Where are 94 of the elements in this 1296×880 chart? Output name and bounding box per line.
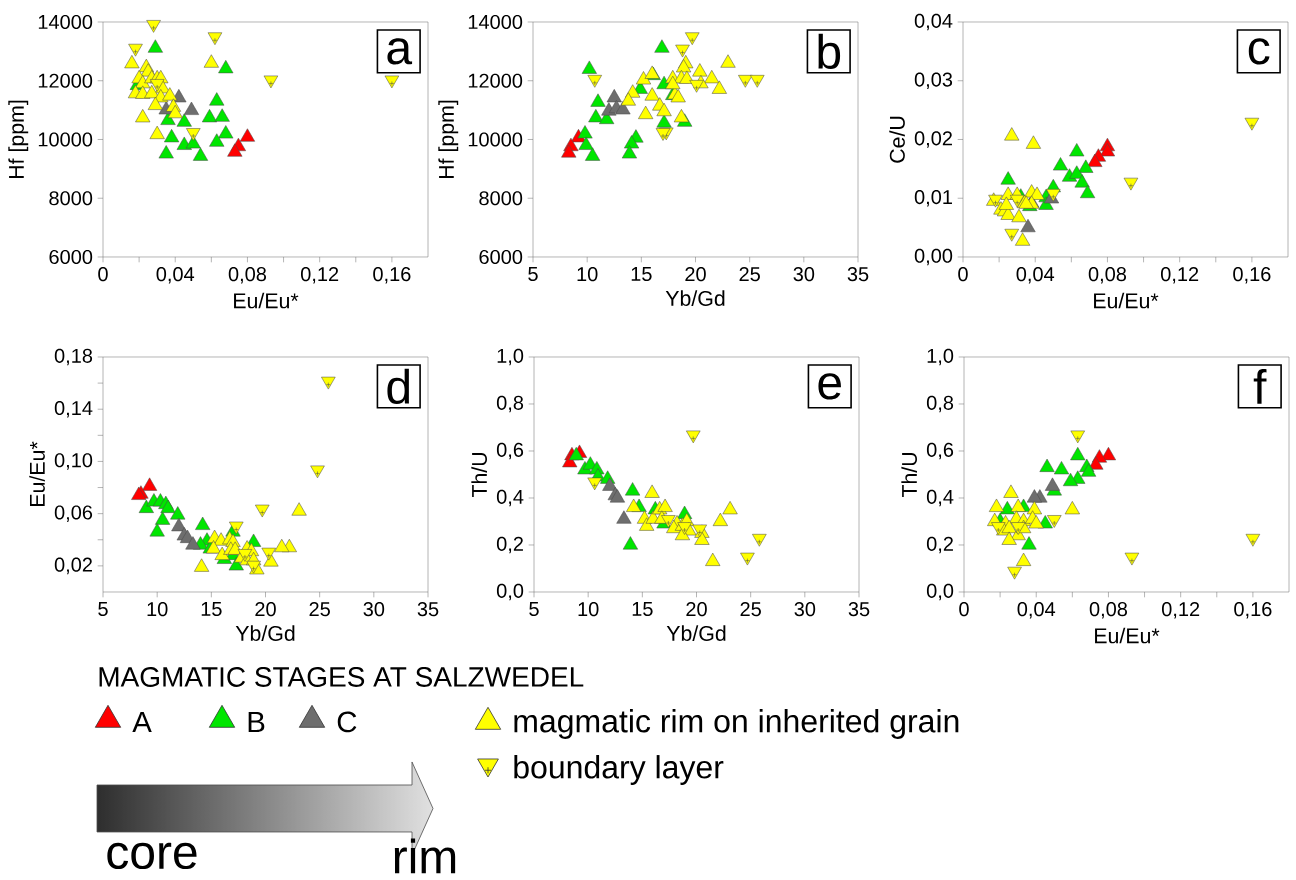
chart-title: f [1253,368,1267,404]
x-axis-title: Yb/Gd [666,625,726,642]
x-tick-label: 0,12 [1160,267,1199,284]
x-tick-label: 0 [959,602,969,617]
x-tick-label: 35 [417,602,439,617]
x-tick-label: 5 [529,602,539,616]
x-tick-label: 15 [631,267,652,281]
y-tick-label: 6000 [49,249,93,265]
x-tick-label: 35 [848,602,870,617]
legend-title: MAGMATIC STAGES AT SALZWEDEL [99,667,584,687]
x-tick-label: 30 [794,602,816,617]
y-tick-label: 0,14 [54,400,93,418]
y-tick-label: 0,10 [54,453,93,470]
y-tick-label: 0,4 [926,489,954,507]
y-tick-label: 6000 [479,249,523,265]
x-tick-label: 10 [577,267,598,282]
y-axis-title: Th/U [901,453,918,498]
y-tick-label: 0,2 [926,536,953,554]
x-tick-label: 30 [793,267,815,282]
y-axis-title: Hf [ppm] [438,100,459,179]
x-tick-label: 0,16 [373,267,411,284]
x-tick-label: 15 [632,602,653,616]
y-tick-label: 0,02 [54,557,92,575]
x-tick-label: 0 [958,267,968,282]
x-tick-label: 25 [739,267,760,282]
y-tick-label: 8000 [479,191,523,206]
y-tick-label: 0,03 [914,72,953,89]
y-tick-label: 0,00 [914,248,953,266]
y-axis-title: Ce/U [889,116,905,163]
x-tick-label: 20 [255,602,276,617]
legend-label: C [337,711,357,733]
text: rim [394,838,456,874]
y-tick-label: 12000 [38,73,93,88]
chart-title: d [387,368,409,404]
y-tick-label: 10000 [38,132,93,147]
x-tick-label: 10 [578,602,599,617]
legend-label: A [132,711,152,733]
y-tick-label: 0,18 [54,348,93,366]
legend-label: B [248,711,265,733]
y-tick-label: 0,06 [54,505,93,522]
x-tick-label: 10 [147,602,168,617]
y-tick-label: 8000 [49,191,93,206]
y-tick-label: 1,0 [497,348,524,366]
y-tick-label: 0,0 [926,583,954,601]
y-tick-label: 0,04 [914,13,953,31]
x-tick-label: 20 [686,602,707,617]
y-tick-label: 0,0 [496,583,524,601]
x-tick-label: 25 [309,602,330,617]
y-tick-label: 14000 [38,14,93,30]
y-axis-title: Th/U [471,453,487,498]
y-axis-title: Eu/Eu* [29,441,45,506]
chart-title: b [818,33,841,69]
y-tick-label: 0,6 [926,442,954,460]
x-axis-title: Yb/Gd [235,625,295,642]
y-tick-label: 10000 [468,132,523,147]
x-tick-label: 0,08 [1088,267,1127,284]
x-tick-label: 0,16 [1234,602,1272,619]
text: core [107,842,197,870]
chart-title: a [387,38,413,65]
y-tick-label: 0,2 [496,536,523,554]
y-tick-label: 0,8 [926,395,954,413]
y-axis-title: Hf [ppm] [8,100,29,179]
legend-label: boundary layer [514,755,724,785]
y-tick-label: 0,8 [496,395,524,413]
chart-title: c [1248,38,1270,65]
x-tick-label: 0,12 [300,267,339,284]
x-tick-label: 0 [98,267,108,282]
y-tick-label: 14000 [468,14,523,30]
x-tick-label: 25 [740,602,761,617]
x-axis-title: Eu/Eu* [234,292,299,309]
x-tick-label: 35 [847,267,869,282]
y-tick-label: 0,4 [496,489,524,507]
x-tick-label: 0,04 [1016,267,1055,284]
x-tick-label: 0,08 [1089,602,1128,619]
x-tick-label: 15 [201,602,222,616]
x-tick-label: 0,16 [1233,267,1271,284]
x-tick-label: 0,08 [228,267,267,284]
x-tick-label: 0,04 [1017,602,1056,619]
x-tick-label: 5 [98,602,108,616]
x-tick-label: 0,04 [156,267,195,284]
x-tick-label: 0,12 [1161,602,1200,619]
x-tick-label: 20 [685,267,706,282]
legend-label: magmatic rim on inherited grain [514,709,959,739]
x-tick-label: 30 [363,602,385,617]
x-tick-label: 5 [528,267,538,281]
y-tick-label: 1,0 [927,348,954,366]
y-tick-label: 0,01 [914,189,952,207]
y-tick-label: 0,6 [496,442,524,460]
y-tick-label: 12000 [468,73,523,88]
chart-title: e [818,373,841,400]
y-tick-label: 0,02 [914,131,952,148]
x-axis-title: Yb/Gd [665,290,725,307]
x-axis-title: Eu/Eu* [1095,627,1160,644]
x-axis-title: Eu/Eu* [1094,292,1159,309]
